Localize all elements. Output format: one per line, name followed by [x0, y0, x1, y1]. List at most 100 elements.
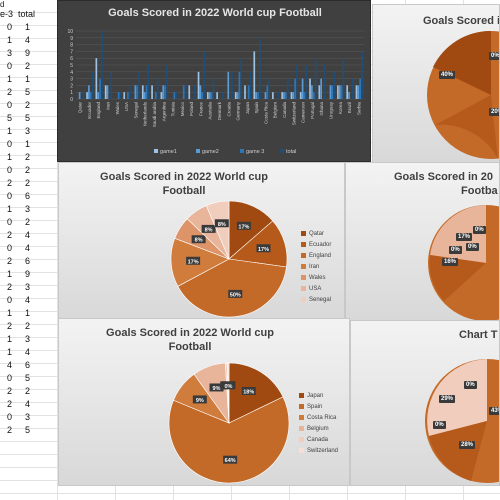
cell-total[interactable]: 2 [24, 152, 30, 162]
cell-game3[interactable]: 2 [6, 425, 12, 435]
cell-game3[interactable]: 2 [6, 230, 12, 240]
cell-game3[interactable]: 0 [6, 165, 12, 175]
cell-game3[interactable]: 0 [6, 243, 12, 253]
pie-chart-middle-left[interactable]: Goals Scored in 2022 World cup Football … [58, 162, 345, 322]
cell-game3[interactable]: 1 [6, 334, 12, 344]
cell-game3[interactable]: 0 [6, 217, 12, 227]
pie-chart-top-right[interactable]: Goals Scored in 0% 40% 20% [372, 4, 500, 164]
cell-total[interactable]: 6 [24, 256, 30, 266]
spreadsheet-cells[interactable]: e-3 total 0 1 1 4 3 9 0 2 1 1 2 5 0 2 5 5 1 3 0 1 1 2 0 2 2 2 0 6 1 3 0 2… [0, 8, 60, 437]
bar-chart-panel[interactable]: Goals Scored in 2022 World cup Football … [57, 0, 371, 162]
cell-total[interactable]: 3 [24, 334, 30, 344]
cell-total[interactable]: 2 [24, 165, 30, 175]
cell-total[interactable]: 2 [24, 386, 30, 396]
cell-total[interactable]: 1 [24, 139, 30, 149]
cell-total[interactable]: 5 [24, 373, 30, 383]
cell-total[interactable]: 4 [24, 243, 30, 253]
cell-game3[interactable]: 1 [6, 204, 12, 214]
cell-game3[interactable]: 2 [6, 256, 12, 266]
cell-total[interactable]: 1 [24, 22, 30, 32]
cell-total[interactable]: 2 [24, 100, 30, 110]
cell-total[interactable]: 9 [24, 48, 30, 58]
cell-total[interactable]: 2 [24, 178, 30, 188]
cell-game3[interactable]: 1 [6, 126, 12, 136]
cell-game3[interactable]: 0 [6, 100, 12, 110]
cell-game3[interactable]: 3 [6, 48, 12, 58]
cell-game3[interactable]: 2 [6, 282, 12, 292]
cell-total[interactable]: 4 [24, 295, 30, 305]
cell-game3[interactable]: 1 [6, 35, 12, 45]
pie-chart-middle-right[interactable]: Goals Scored in 20 Footba 0% 17% 16% 0% … [345, 162, 500, 322]
cell-total[interactable]: 4 [24, 230, 30, 240]
cell-total[interactable]: 5 [24, 87, 30, 97]
pie-chart-bottom-left[interactable]: Goals Scored in 2022 World cup Football … [58, 318, 350, 486]
cell-total[interactable]: 2 [24, 321, 30, 331]
pie-chart-bottom-right[interactable]: Chart T 29% 0% 0% 43% 28% [350, 320, 500, 486]
cell-game3[interactable]: 5 [6, 113, 12, 123]
cell-game3[interactable]: 0 [6, 61, 12, 71]
cell-game3[interactable]: 2 [6, 386, 12, 396]
cell-game3[interactable]: 1 [6, 74, 12, 84]
cell-game3[interactable]: 0 [6, 412, 12, 422]
cell-total[interactable]: 6 [24, 360, 30, 370]
cell-total[interactable]: 3 [24, 204, 30, 214]
cell-total[interactable]: 2 [24, 217, 30, 227]
cell-total[interactable]: 9 [24, 269, 30, 279]
cell-game3[interactable]: 4 [6, 360, 12, 370]
cell-game3[interactable]: 0 [6, 295, 12, 305]
cell-total[interactable]: 4 [24, 35, 30, 45]
cell-game3[interactable]: 1 [6, 269, 12, 279]
cell-game3[interactable]: 2 [6, 399, 12, 409]
cell-total[interactable]: 5 [24, 113, 30, 123]
cell-game3[interactable]: 0 [6, 22, 12, 32]
cell-game3[interactable]: 0 [6, 139, 12, 149]
cell-total[interactable]: 1 [24, 74, 30, 84]
cell-total[interactable]: 5 [24, 425, 30, 435]
cell-total[interactable]: 1 [24, 308, 30, 318]
cell-total[interactable]: 6 [24, 191, 30, 201]
cell-total[interactable]: 4 [24, 347, 30, 357]
cell-game3[interactable]: 0 [6, 191, 12, 201]
cell-game3[interactable]: 1 [6, 308, 12, 318]
cell-game3[interactable]: 2 [6, 87, 12, 97]
cell-total[interactable]: 3 [24, 282, 30, 292]
cell-total[interactable]: 2 [24, 61, 30, 71]
cell-game3[interactable]: 2 [6, 321, 12, 331]
cell-total[interactable]: 3 [24, 412, 30, 422]
cell-total[interactable]: 3 [24, 126, 30, 136]
cell-game3[interactable]: 0 [6, 373, 12, 383]
cell-game3[interactable]: 1 [6, 347, 12, 357]
cell-game3[interactable]: 1 [6, 152, 12, 162]
cell-game3[interactable]: 2 [6, 178, 12, 188]
